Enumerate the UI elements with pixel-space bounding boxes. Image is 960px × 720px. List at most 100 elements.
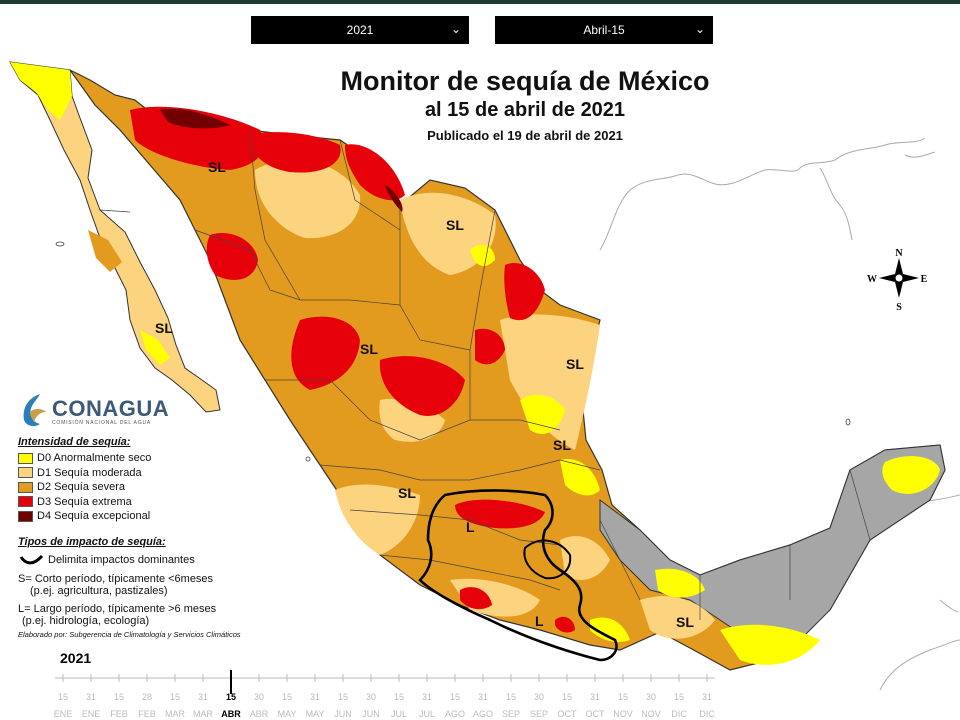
timeline-month-label[interactable]: JUL (391, 709, 407, 719)
timeline-day-label[interactable]: 31 (198, 692, 208, 702)
timeline-month-label[interactable]: ABR (250, 709, 269, 719)
compass-e: E (921, 274, 928, 285)
timeline-month-label[interactable]: AGO (445, 709, 465, 719)
legend-level-d4: D4 Sequía excepcional (18, 509, 241, 524)
legend-impact-title: Tipos de impacto de sequía: (18, 535, 166, 548)
legend-long-term-example: (p.ej. hidrología, ecología) (22, 614, 150, 627)
logo-name: CONAGUA (52, 396, 170, 421)
timeline-day-label[interactable]: 15 (338, 692, 348, 702)
timeline-day-label[interactable]: 28 (142, 692, 152, 702)
label-l-guerrero: L (535, 613, 544, 629)
legend: Intensidad de sequía: D0 Anormalmente se… (18, 436, 241, 639)
timeline-day-label[interactable]: 31 (310, 692, 320, 702)
timeline-day-label[interactable]: 15 (282, 692, 292, 702)
timeline-day-label[interactable]: 15 (170, 692, 180, 702)
timeline-day-label[interactable]: 15 (506, 692, 516, 702)
timeline-month-label[interactable]: ENE (54, 709, 73, 719)
map-published-date: Publicado el 19 de abril de 2021 (427, 128, 623, 143)
label-sl-veracruz: SL (553, 437, 571, 453)
date-select-value: Abril-15 (583, 23, 625, 37)
timeline-day-label[interactable]: 30 (254, 692, 264, 702)
compass-rose-icon: N S E W (867, 248, 928, 313)
timeline-month-label[interactable]: JUN (334, 709, 352, 719)
conagua-logo-icon (23, 394, 46, 427)
timeline-month-label[interactable]: MAY (278, 709, 297, 719)
label-sl-baja: SL (155, 320, 173, 336)
baja-california (9, 61, 221, 413)
timeline-day-label[interactable]: 31 (422, 692, 432, 702)
legend-long-term: L= Largo período, típicamente >6 meses (18, 602, 217, 615)
timeline-month-label[interactable]: SEP (502, 709, 520, 719)
timeline-month-label[interactable]: FEB (110, 709, 128, 719)
label-sl-sonora: SL (208, 159, 226, 175)
timeline-month-label[interactable]: NOV (641, 709, 661, 719)
timeline-day-label[interactable]: 31 (702, 692, 712, 702)
date-timeline[interactable]: 15 ENE 31 ENE 15 FEB 28 FEB 15 MAR 31 MAR 15 ABR 30 ABR… (0, 668, 960, 720)
timeline-month-label[interactable]: ENE (82, 709, 101, 719)
compass-s: S (896, 302, 902, 313)
baja-d2 (88, 230, 122, 272)
compass-w: W (867, 274, 877, 285)
timeline-month-label[interactable]: MAR (193, 709, 214, 719)
legend-impact-line: Delimita impactos dominantes (48, 553, 195, 566)
timeline-day-label[interactable]: 31 (86, 692, 96, 702)
label-l-michoacan: L (466, 519, 475, 535)
timeline-day-label[interactable]: 15 (674, 692, 684, 702)
legend-credit: Elaborado por: Subgerencia de Climatolog… (18, 629, 241, 639)
impact-boundary-long (418, 489, 618, 662)
timeline-items: 15 ENE 31 ENE 15 FEB 28 FEB 15 MAR 31 MAR 15 ABR 30 ABR… (54, 670, 715, 719)
logo-subtitle: COMISIÓN NACIONAL DEL AGUA (52, 420, 152, 426)
timeline-month-label[interactable]: FEB (138, 709, 156, 719)
legend-level-d2: D2 Sequía severa (18, 480, 241, 495)
usa-coast-outline (599, 137, 936, 251)
timeline-day-label[interactable]: 15 (394, 692, 404, 702)
timeline-month-label[interactable]: DIC (671, 709, 687, 719)
impact-line-icon (19, 554, 44, 564)
legend-level-label: D4 Sequía excepcional (37, 510, 151, 523)
timeline-day-label[interactable]: 15 (562, 692, 572, 702)
date-select[interactable]: Abril-15 ⌄ (495, 16, 713, 44)
timeline-month-label[interactable]: JUN (362, 709, 380, 719)
d0-areas (470, 244, 820, 665)
legend-short-term-example: (p.ej. agricultura, pastizales) (30, 584, 168, 597)
timeline-day-label[interactable]: 30 (534, 692, 544, 702)
timeline-month-label[interactable]: MAR (165, 709, 186, 719)
legend-level-label: D2 Sequía severa (37, 481, 126, 494)
legend-level-d3: D3 Sequía extrema (18, 495, 241, 510)
legend-swatch (18, 481, 33, 493)
timeline-month-label[interactable]: AGO (473, 709, 493, 719)
map-subtitle: al 15 de abril de 2021 (424, 99, 626, 121)
timeline-month-label[interactable]: JUL (419, 709, 435, 719)
timeline-month-label[interactable]: NOV (613, 709, 633, 719)
d3-areas (130, 106, 575, 633)
timeline-day-label[interactable]: 15 (450, 692, 460, 702)
year-select[interactable]: 2021 ⌄ (251, 16, 469, 44)
timeline-month-label[interactable]: DIC (699, 709, 715, 719)
legend-intensity-title: Intensidad de sequía: (18, 436, 131, 448)
legend-swatch (18, 452, 33, 464)
southeast-no-data (599, 444, 946, 661)
label-sl-tabasco: SL (676, 614, 694, 630)
timeline-year: 2021 (60, 650, 92, 666)
timeline-day-label[interactable]: 15 (618, 692, 628, 702)
timeline-day-label[interactable]: 30 (646, 692, 656, 702)
timeline-month-label[interactable]: SEP (530, 709, 548, 719)
top-strip (0, 0, 960, 4)
timeline-day-label[interactable]: 30 (366, 692, 376, 702)
timeline-day-label[interactable]: 15 (114, 692, 124, 702)
timeline-month-label[interactable]: MAY (306, 709, 325, 719)
legend-level-d0: D0 Anormalmente seco (18, 451, 241, 466)
timeline-day-label[interactable]: 31 (590, 692, 600, 702)
timeline-day-label[interactable]: 15 (58, 692, 68, 702)
timeline-day-label[interactable]: 15 (226, 692, 236, 702)
impact-boundary-short (523, 539, 572, 580)
legend-short-term: S= Corto período, típicamente <6meses (18, 572, 214, 585)
timeline-month-label[interactable]: OCT (586, 709, 606, 719)
timeline-month-label[interactable]: OCT (558, 709, 578, 719)
label-sl-durango: SL (360, 341, 378, 357)
legend-level-label: D3 Sequía extrema (37, 495, 132, 508)
timeline-month-label[interactable]: ABR (221, 709, 241, 719)
timeline-day-label[interactable]: 31 (478, 692, 488, 702)
map-title: Monitor de sequía de México (340, 66, 710, 96)
